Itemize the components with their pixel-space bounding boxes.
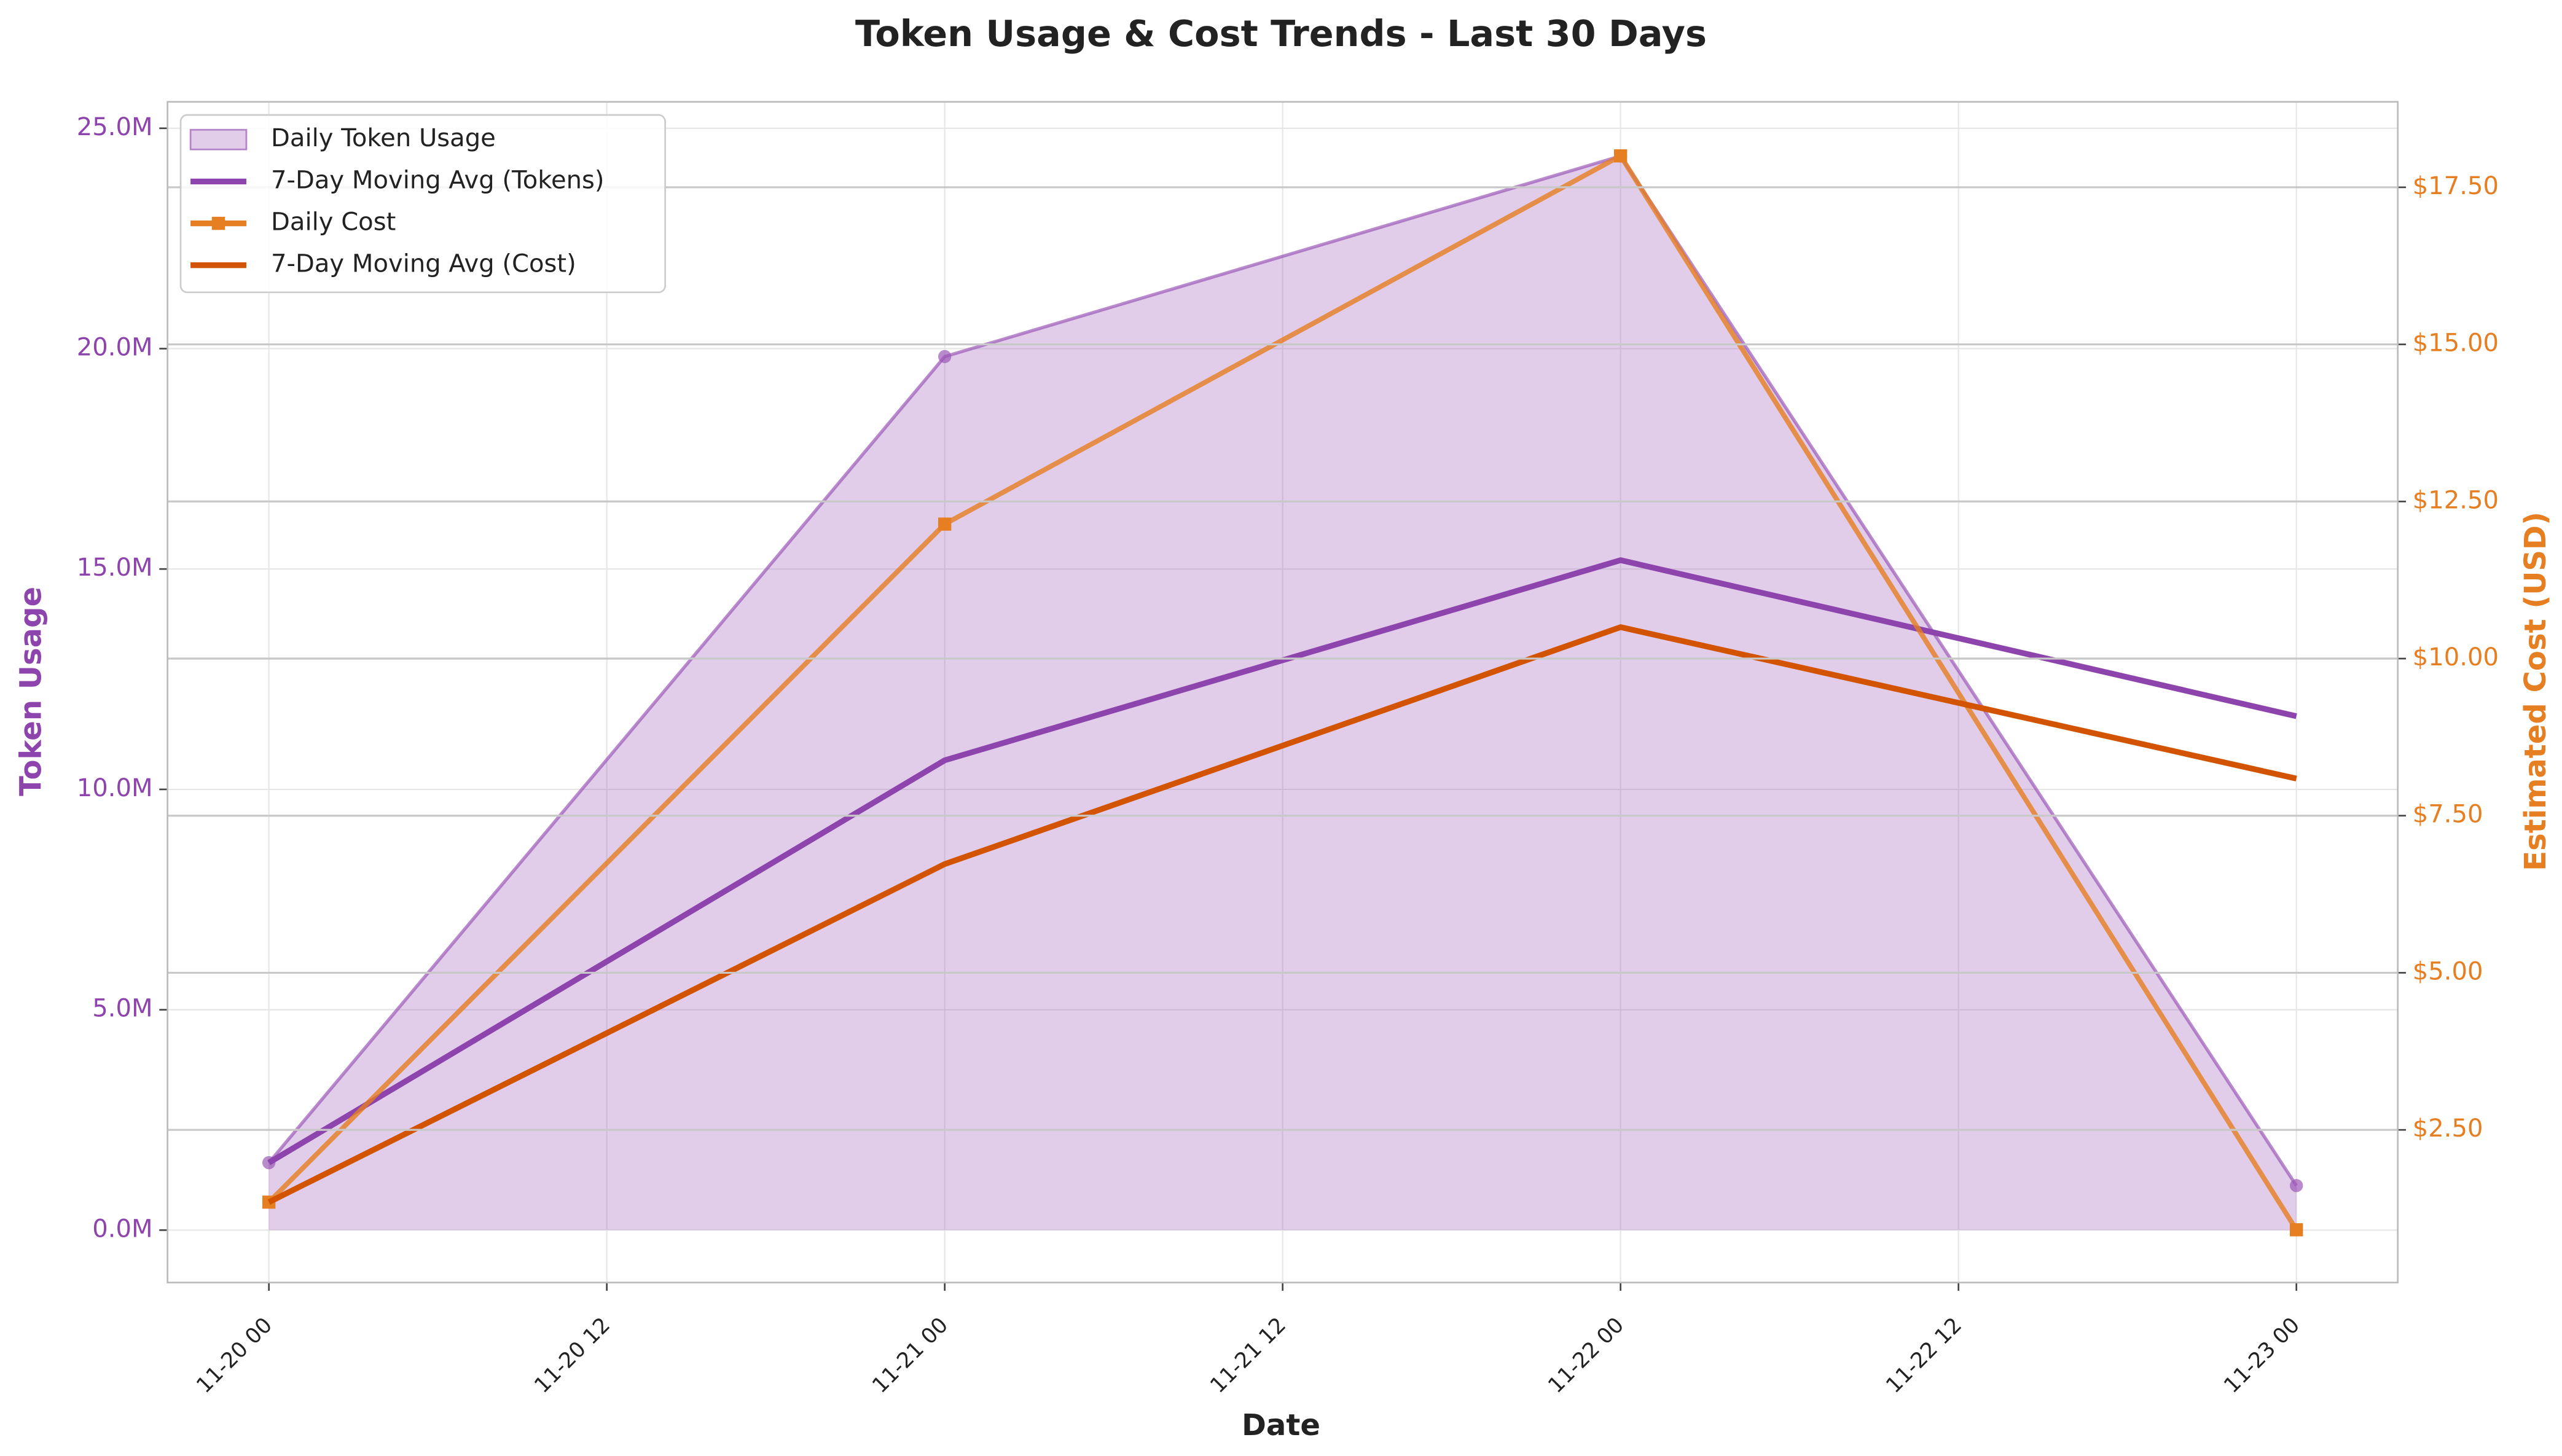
y-tick-label: 10.0M <box>77 774 153 802</box>
y2-tick-label: $7.50 <box>2413 800 2483 829</box>
legend-label: Daily Cost <box>271 208 396 237</box>
legend-swatch <box>189 128 248 151</box>
y2-tick-label: $15.00 <box>2413 329 2499 358</box>
y2-tick-label: $5.00 <box>2413 957 2483 985</box>
y2-axis-label: Estimated Cost (USD) <box>2518 512 2553 871</box>
chart-title: Token Usage & Cost Trends - Last 30 Days <box>855 12 1707 55</box>
y2-tick-label: $10.00 <box>2413 643 2499 671</box>
y-tick-label: 5.0M <box>92 995 152 1023</box>
marker <box>938 350 952 364</box>
marker <box>2289 1223 2303 1237</box>
line <box>267 557 2297 1165</box>
marker <box>1613 149 1628 163</box>
x-tick-label: 11-22 00 <box>1543 1313 1629 1398</box>
area <box>268 155 2297 1231</box>
y-axis-label: Token Usage <box>14 587 48 796</box>
y-tick-label: 15.0M <box>77 554 153 582</box>
x-tick-label: 11-21 00 <box>868 1313 953 1398</box>
y2-tick-label: $2.50 <box>2413 1114 2483 1143</box>
legend-label: Daily Token Usage <box>271 124 496 152</box>
y-tick-label: 25.0M <box>77 113 153 141</box>
x-tick-label: 11-21 12 <box>1205 1313 1291 1398</box>
y2-tick-label: $17.50 <box>2413 172 2499 200</box>
marker <box>938 517 952 531</box>
legend-label: 7-Day Moving Avg (Cost) <box>271 250 576 278</box>
marker <box>2289 1179 2303 1192</box>
plot-frame <box>166 101 2399 1284</box>
x-tick-label: 11-20 12 <box>530 1313 615 1398</box>
legend-box <box>179 114 666 294</box>
x-axis-label: Date <box>1242 1408 1320 1442</box>
data <box>262 149 2303 1237</box>
y2-tick-label: $12.50 <box>2413 486 2499 514</box>
legend-label: 7-Day Moving Avg (Tokens) <box>271 166 605 194</box>
overlay <box>167 186 2398 1131</box>
x-tick-label: 11-20 00 <box>192 1313 277 1398</box>
y-tick-label: 20.0M <box>77 334 153 362</box>
x-tick-label: 11-22 12 <box>1881 1313 1967 1398</box>
area-edge <box>267 154 2298 1187</box>
line <box>267 624 2297 1205</box>
x-tick-label: 11-23 00 <box>2219 1313 2305 1398</box>
y-tick-label: 0.0M <box>92 1215 152 1243</box>
line <box>267 153 2299 1231</box>
legend-marker <box>211 216 225 230</box>
